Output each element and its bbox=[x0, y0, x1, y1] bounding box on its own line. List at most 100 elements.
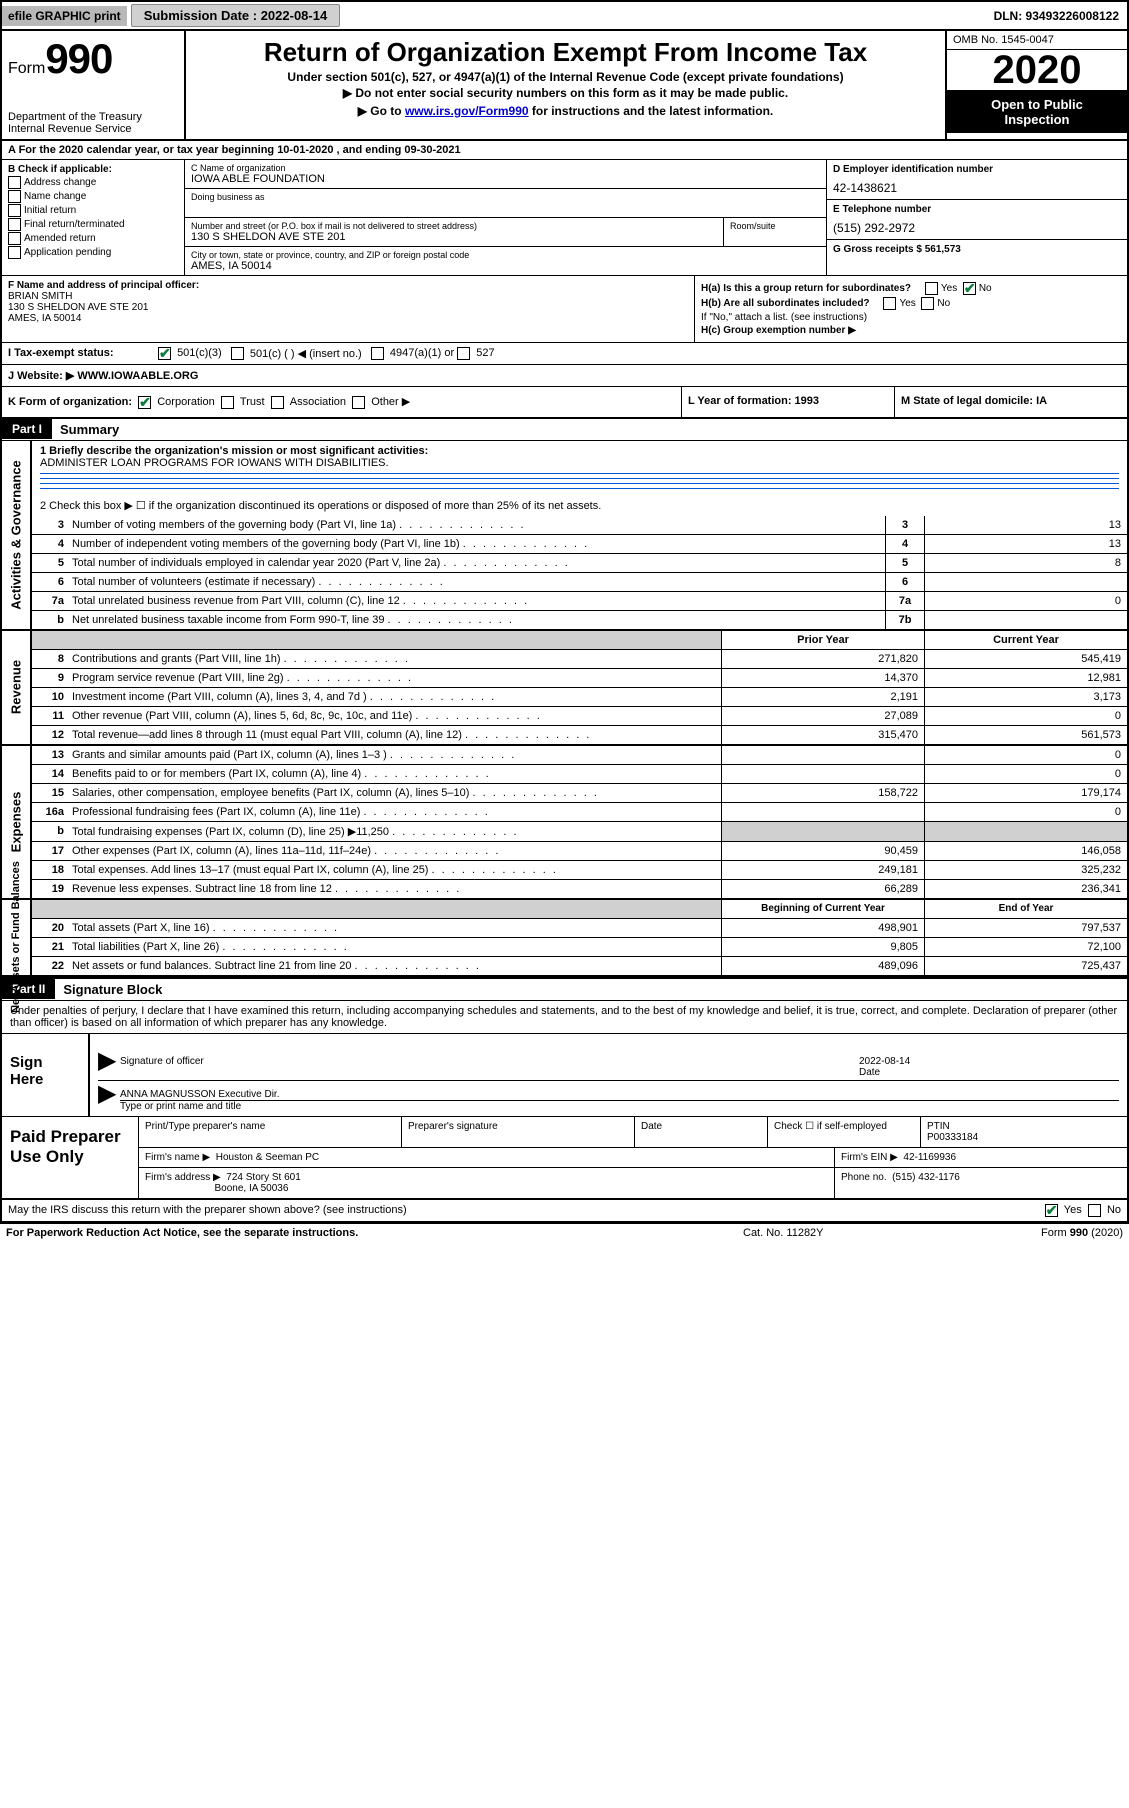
part-2-header: Part II Signature Block bbox=[2, 977, 1127, 1001]
dept-label: Department of the Treasury Internal Reve… bbox=[8, 111, 178, 135]
room-label: Room/suite bbox=[730, 221, 820, 231]
prior-value: 498,901 bbox=[721, 919, 924, 937]
discuss-no-chk[interactable] bbox=[1088, 1204, 1101, 1217]
ptin-value: P00333184 bbox=[927, 1132, 978, 1143]
efile-label: efile GRAPHIC print bbox=[2, 6, 127, 26]
phone-value: (515) 292-2972 bbox=[833, 221, 1121, 235]
prior-value: 489,096 bbox=[721, 957, 924, 975]
chk-app-pending[interactable]: Application pending bbox=[8, 246, 178, 259]
prior-value: 315,470 bbox=[721, 726, 924, 744]
table-row: bNet unrelated business taxable income f… bbox=[32, 611, 1127, 629]
dots-icon bbox=[415, 710, 541, 722]
chk-name-change[interactable]: Name change bbox=[8, 190, 178, 203]
submission-date-button[interactable]: Submission Date : 2022-08-14 bbox=[131, 4, 341, 27]
chk-amended[interactable]: Amended return bbox=[8, 232, 178, 245]
form-990: 990 bbox=[45, 35, 112, 82]
discontinued-q: 2 Check this box ▶ ☐ if the organization… bbox=[40, 499, 1119, 512]
chk-501c3[interactable] bbox=[158, 347, 171, 360]
current-value: 0 bbox=[924, 746, 1127, 764]
ein-label: D Employer identification number bbox=[833, 164, 1121, 175]
dots-icon bbox=[363, 806, 489, 818]
instructions-link[interactable]: www.irs.gov/Form990 bbox=[405, 104, 529, 118]
chk-501c[interactable] bbox=[231, 347, 244, 360]
chk-4947[interactable] bbox=[371, 347, 384, 360]
line-value bbox=[924, 611, 1127, 629]
line-desc: Net unrelated business taxable income fr… bbox=[68, 611, 885, 629]
chk-trust[interactable] bbox=[221, 396, 234, 409]
table-row: 5Total number of individuals employed in… bbox=[32, 554, 1127, 573]
firm-phone-cell: Phone no. (515) 432-1176 bbox=[835, 1168, 1127, 1198]
netassets-tab: Net Assets or Fund Balances bbox=[2, 900, 32, 975]
discuss-yes-chk[interactable] bbox=[1045, 1204, 1058, 1217]
h-b-row: H(b) Are all subordinates included? Yes … bbox=[701, 297, 1121, 310]
prior-value: 14,370 bbox=[721, 669, 924, 687]
prior-value: 2,191 bbox=[721, 688, 924, 706]
hb-note: If "No," attach a list. (see instruction… bbox=[701, 312, 1121, 323]
revenue-section: Revenue Prior Year Current Year 8Contrib… bbox=[2, 631, 1127, 746]
chk-other[interactable] bbox=[352, 396, 365, 409]
fh-block: F Name and address of principal officer:… bbox=[2, 276, 1127, 343]
hb-yes-chk[interactable] bbox=[883, 297, 896, 310]
hb-no-chk[interactable] bbox=[921, 297, 934, 310]
table-row: 20Total assets (Part X, line 16) 498,901… bbox=[32, 919, 1127, 938]
preparer-title: Paid Preparer Use Only bbox=[2, 1117, 138, 1198]
table-row: 19Revenue less expenses. Subtract line 1… bbox=[32, 880, 1127, 898]
expenses-section: Expenses 13Grants and similar amounts pa… bbox=[2, 746, 1127, 900]
chk-address-change[interactable]: Address change bbox=[8, 176, 178, 189]
chk-assoc[interactable] bbox=[271, 396, 284, 409]
revenue-tab: Revenue bbox=[2, 631, 32, 744]
rule-icon bbox=[40, 476, 1119, 479]
form-title-block: Return of Organization Exempt From Incom… bbox=[186, 31, 945, 139]
end-year-header: End of Year bbox=[924, 900, 1127, 918]
officer-sig-label: Signature of officer bbox=[120, 1054, 859, 1080]
street-row: Number and street (or P.O. box if mail i… bbox=[185, 218, 826, 247]
firm-name-cell: Firm's name ▶ Houston & Seeman PC bbox=[139, 1148, 835, 1167]
dots-icon bbox=[335, 883, 461, 895]
firm-addr-label: Firm's address ▶ bbox=[145, 1172, 221, 1183]
open-line1: Open to Public bbox=[991, 97, 1083, 112]
chk-corp[interactable] bbox=[138, 396, 151, 409]
table-row: 22Net assets or fund balances. Subtract … bbox=[32, 957, 1127, 975]
officer-name-field: ANNA MAGNUSSON Executive Dir. Type or pr… bbox=[120, 1087, 1119, 1114]
line-desc: Professional fundraising fees (Part IX, … bbox=[68, 803, 721, 821]
firm-ein-label: Firm's EIN ▶ bbox=[841, 1152, 898, 1163]
table-row: 10Investment income (Part VIII, column (… bbox=[32, 688, 1127, 707]
row-i: I Tax-exempt status: 501(c)(3) 501(c) ( … bbox=[2, 343, 1127, 365]
chk-initial-return[interactable]: Initial return bbox=[8, 204, 178, 217]
box-c: C Name of organization IOWA ABLE FOUNDAT… bbox=[185, 160, 826, 275]
current-value: 3,173 bbox=[924, 688, 1127, 706]
ha-yes-chk[interactable] bbox=[925, 282, 938, 295]
part-1-header: Part I Summary bbox=[2, 419, 1127, 441]
line-desc: Salaries, other compensation, employee b… bbox=[68, 784, 721, 802]
line-desc: Other revenue (Part VIII, column (A), li… bbox=[68, 707, 721, 725]
discuss-row: May the IRS discuss this return with the… bbox=[2, 1200, 1127, 1222]
line-box: 3 bbox=[885, 516, 924, 534]
current-value: 236,341 bbox=[924, 880, 1127, 898]
dots-icon bbox=[399, 519, 525, 531]
table-row: 9Program service revenue (Part VIII, lin… bbox=[32, 669, 1127, 688]
blank-cell bbox=[68, 900, 721, 918]
footer-right: Form 990 (2020) bbox=[943, 1227, 1123, 1239]
line-number: 22 bbox=[32, 957, 68, 975]
chk-527[interactable] bbox=[457, 347, 470, 360]
prior-value: 158,722 bbox=[721, 784, 924, 802]
prep-selfemp: Check ☐ if self-employed bbox=[768, 1117, 921, 1147]
line-desc: Program service revenue (Part VIII, line… bbox=[68, 669, 721, 687]
table-row: 6Total number of volunteers (estimate if… bbox=[32, 573, 1127, 592]
prior-value: 9,805 bbox=[721, 938, 924, 956]
ha-no-chk[interactable] bbox=[963, 282, 976, 295]
footer: For Paperwork Reduction Act Notice, see … bbox=[0, 1224, 1129, 1242]
firm-phone: (515) 432-1176 bbox=[892, 1172, 960, 1183]
org-name-cell: C Name of organization IOWA ABLE FOUNDAT… bbox=[185, 160, 826, 189]
firm-name-row: Firm's name ▶ Houston & Seeman PC Firm's… bbox=[139, 1148, 1127, 1168]
line-desc: Net assets or fund balances. Subtract li… bbox=[68, 957, 721, 975]
tax-status-label: I Tax-exempt status: bbox=[8, 347, 158, 360]
open-line2: Inspection bbox=[1004, 112, 1069, 127]
line-number: 5 bbox=[32, 554, 68, 572]
chk-final-return[interactable]: Final return/terminated bbox=[8, 218, 178, 231]
line-number: 12 bbox=[32, 726, 68, 744]
street-label: Number and street (or P.O. box if mail i… bbox=[191, 221, 717, 231]
mission-block: 1 Briefly describe the organization's mi… bbox=[32, 441, 1127, 516]
line-number: 10 bbox=[32, 688, 68, 706]
dots-icon bbox=[213, 922, 339, 934]
